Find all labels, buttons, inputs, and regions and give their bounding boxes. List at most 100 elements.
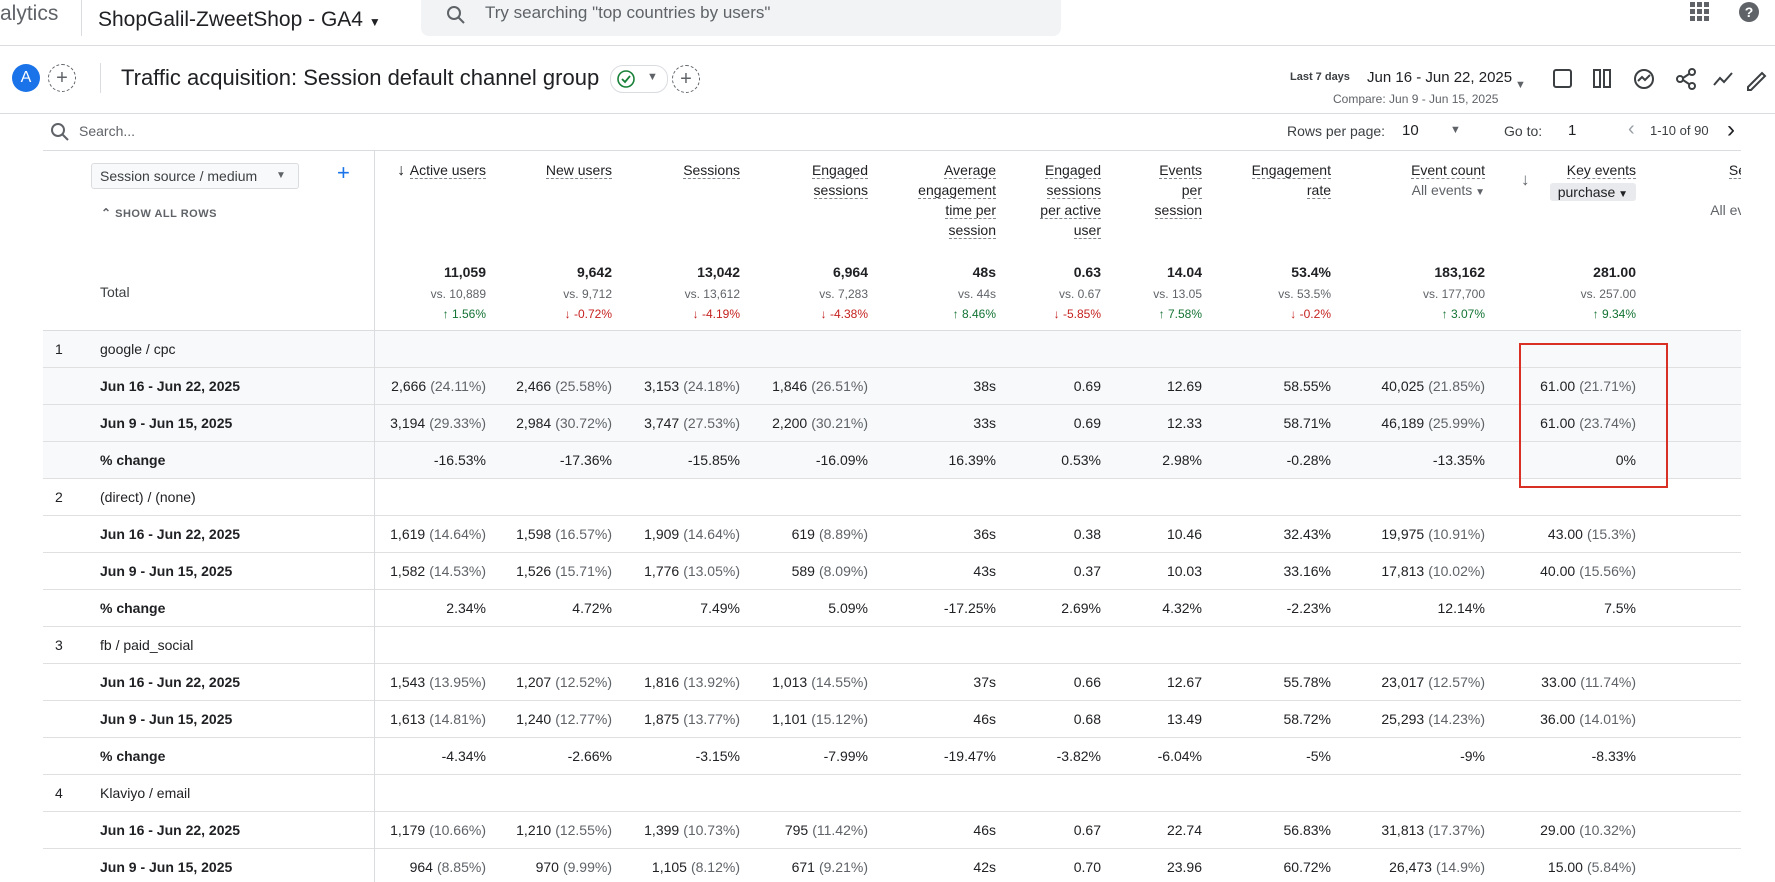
cell-value: 2,666 [391,378,427,394]
column-header[interactable]: Event count All events ▼ [1411,162,1485,198]
table-search[interactable]: Search... [79,123,136,139]
cell-value: 36.00 [1540,711,1576,727]
header-line: Engaged [1040,162,1101,182]
column-header[interactable]: Sess evAll even [1710,162,1741,218]
date-caret[interactable]: ▼ [1515,79,1526,91]
cell-value: 2,466 [516,378,552,394]
cell-value: 1,909 [644,526,680,542]
row-label: Jun 16 - Jun 22, 2025 [100,526,241,542]
column-header[interactable]: Events per session [1154,162,1202,222]
column-header[interactable]: Engaged sessions [811,162,868,202]
header-text: per active [1040,202,1101,219]
cell-share: (13.77%) [683,711,740,727]
add-comparison[interactable]: + [48,64,76,92]
cell-value: 1,619 [390,526,426,542]
cell: 1,526 (15.71%) [516,563,612,579]
change-value: 7.58% [1167,307,1202,321]
change-value: 1.56% [451,307,486,321]
sub-row: % change -4.34% -2.66% -3.15% -7.99% -19.47% -… [43,738,1741,775]
show-all-rows[interactable]: ⌃ SHOW ALL ROWS [101,206,217,220]
header-text: Sessions [683,162,740,179]
group-row[interactable]: 3 fb / paid_social [43,627,1741,664]
cell-value: 46,189 [1381,415,1425,431]
cell: 4.72% [572,600,612,616]
apps-icon[interactable] [1690,2,1710,22]
rows-caret[interactable]: ▼ [1450,124,1461,136]
cell-value: 2,984 [516,415,552,431]
add-dimension[interactable]: + [337,160,350,185]
filter-label: All even [1710,202,1741,218]
header-text: per [1181,182,1202,199]
total-value: 13,042 [697,264,740,280]
next-page[interactable]: › [1727,116,1735,143]
row-label: % change [100,748,166,764]
goto-input[interactable]: 1 [1568,122,1577,139]
header-line: per [1155,182,1202,202]
column-header[interactable]: New users [545,162,612,182]
cell-share: (30.21%) [811,415,868,431]
dimension-chip[interactable]: Session source / medium ▼ [91,163,299,189]
header-text: Key events [1566,162,1636,179]
column-header[interactable]: ↓ Active users [397,162,486,182]
row-name: Klaviyo / email [100,785,191,801]
total-change: ↓ -0.2% [1290,307,1331,321]
cell: 17,813 (10.02%) [1381,563,1485,579]
cell: 40,025 (21.85%) [1381,378,1485,394]
group-row[interactable]: 1 google / cpc [43,331,1741,368]
metric-filter[interactable]: All even [1710,202,1741,218]
change-arrow: ↓ [1053,307,1063,321]
cell: 32.43% [1283,526,1331,542]
column-header[interactable]: Engaged sessions per active user [1040,162,1101,242]
total-value: 11,059 [443,264,486,280]
header-line: engagement [918,182,996,202]
change-arrow: ↓ [1290,307,1300,321]
cell: 56.83% [1283,822,1331,838]
cell-share: (30.72%) [555,415,612,431]
header-line: time per [918,202,996,222]
metric-filter[interactable]: purchase ▼ [1549,183,1636,201]
header-text: session [948,222,996,239]
column-header[interactable]: Average engagement time per session [918,162,996,242]
cell: 3,747 (27.53%) [644,415,740,431]
cell: 10.03 [1166,563,1202,579]
property-selector[interactable]: ShopGalil-ZweetShop - GA4 ▼ [98,8,381,31]
cell-share: (25.58%) [555,378,612,394]
prev-page[interactable]: ‹ [1628,118,1635,140]
report-title: Traffic acquisition: Session default cha… [121,65,600,90]
cell: 23.96 [1166,859,1202,875]
change-arrow: ↑ [1592,307,1602,321]
cell-share: (9.99%) [562,859,612,875]
cell: 1,613 (14.81%) [390,711,486,727]
cell-value: 19,975 [1381,526,1425,542]
cell: 3,153 (24.18%) [644,378,740,394]
cell: 23,017 (12.57%) [1381,674,1485,690]
cell: 970 (9.99%) [536,859,612,875]
header-line: rate [1252,182,1331,202]
report-actions[interactable] [1552,67,1772,91]
column-header[interactable]: Sessions [683,162,740,182]
avatar[interactable]: A [12,64,40,92]
cell: 60.72% [1283,859,1331,875]
cell: 43.00 (15.3%) [1548,526,1636,542]
group-row[interactable]: 4 Klaviyo / email [43,775,1741,812]
column-header[interactable]: Engagement rate [1251,162,1331,202]
cell: -19.47% [943,748,996,764]
column-header[interactable]: Key events purchase ▼ [1549,162,1636,201]
cell-share: (14.9%) [1435,859,1485,875]
total-value: 281.00 [1593,264,1636,280]
help-icon[interactable]: ? [1738,1,1760,23]
date-range[interactable]: Jun 16 - Jun 22, 2025 [1367,69,1513,86]
cell: 671 (9.21%) [792,859,868,875]
metric-filter[interactable]: All events ▼ [1411,182,1485,198]
rows-per-page[interactable]: 10 [1402,122,1419,139]
cell-share: (11.42%) [812,822,868,838]
cell-share: (15.3%) [1586,526,1636,542]
search-box[interactable]: Try searching "top countries by users" [421,0,1061,36]
row-rank: 2 [55,489,63,505]
cell-share: (14.23%) [1428,711,1485,727]
add-report[interactable]: + [672,65,700,93]
cell: 1,101 (15.12%) [772,711,868,727]
status-chip[interactable]: ▼ [610,65,668,93]
cell: 1,105 (8.12%) [652,859,740,875]
group-row[interactable]: 2 (direct) / (none) [43,479,1741,516]
